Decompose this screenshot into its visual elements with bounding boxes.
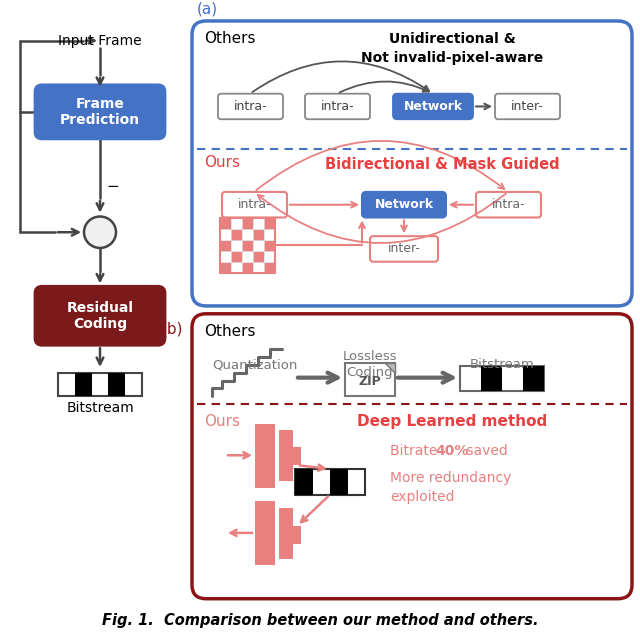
- Bar: [330, 469, 348, 495]
- FancyBboxPatch shape: [476, 192, 541, 218]
- Text: (a): (a): [197, 1, 218, 16]
- FancyBboxPatch shape: [192, 21, 632, 306]
- Text: Bitrate: Bitrate: [390, 444, 442, 458]
- Text: Others: Others: [204, 324, 255, 339]
- Text: saved: saved: [462, 444, 508, 458]
- Bar: [231, 229, 242, 240]
- Bar: [295, 469, 312, 495]
- Bar: [255, 424, 275, 488]
- FancyBboxPatch shape: [35, 286, 165, 345]
- Text: inter-: inter-: [388, 243, 420, 255]
- Text: Bitstream: Bitstream: [66, 401, 134, 415]
- Bar: [460, 366, 544, 392]
- Bar: [523, 366, 544, 392]
- Bar: [231, 240, 242, 251]
- Text: Input Frame: Input Frame: [58, 34, 142, 47]
- Bar: [220, 240, 231, 251]
- Bar: [279, 508, 293, 559]
- Text: Bidirectional & Mask Guided: Bidirectional & Mask Guided: [324, 157, 559, 172]
- FancyBboxPatch shape: [393, 93, 473, 119]
- Text: Unidirectional &
Not invalid-pixel-aware: Unidirectional & Not invalid-pixel-aware: [361, 32, 543, 65]
- Circle shape: [84, 216, 116, 248]
- Bar: [231, 251, 242, 262]
- Bar: [253, 240, 264, 251]
- FancyBboxPatch shape: [305, 93, 370, 119]
- Text: intra-: intra-: [492, 198, 525, 211]
- Text: Fig. 1.  Comparison between our method and others.: Fig. 1. Comparison between our method an…: [102, 613, 538, 628]
- Bar: [264, 251, 275, 262]
- Bar: [481, 366, 502, 392]
- FancyBboxPatch shape: [35, 85, 165, 139]
- Bar: [242, 229, 253, 240]
- Text: Network: Network: [374, 198, 433, 211]
- Text: Quantization: Quantization: [212, 358, 298, 371]
- Bar: [253, 251, 264, 262]
- Text: Bitstream: Bitstream: [470, 358, 534, 371]
- Text: intra-: intra-: [234, 100, 268, 113]
- FancyBboxPatch shape: [218, 93, 283, 119]
- Bar: [220, 229, 231, 240]
- Bar: [264, 229, 275, 240]
- FancyBboxPatch shape: [222, 192, 287, 218]
- Text: Network: Network: [403, 100, 463, 113]
- Text: Ours: Ours: [204, 155, 240, 170]
- Bar: [293, 447, 301, 465]
- Text: Lossless
Coding: Lossless Coding: [342, 350, 397, 380]
- Bar: [279, 429, 293, 481]
- Bar: [242, 218, 253, 229]
- Bar: [220, 218, 275, 273]
- Bar: [58, 372, 142, 396]
- FancyBboxPatch shape: [362, 192, 446, 218]
- Bar: [253, 218, 264, 229]
- Text: −: −: [106, 179, 119, 193]
- Text: Ours: Ours: [204, 414, 240, 429]
- Bar: [253, 229, 264, 240]
- Bar: [264, 240, 275, 251]
- Text: inter-: inter-: [511, 100, 544, 113]
- Text: Residual
Coding: Residual Coding: [67, 301, 134, 331]
- Bar: [253, 262, 264, 273]
- Text: ZIP: ZIP: [358, 375, 381, 388]
- Bar: [220, 218, 231, 229]
- FancyBboxPatch shape: [495, 93, 560, 119]
- Bar: [264, 218, 275, 229]
- Bar: [242, 240, 253, 251]
- Text: Deep Learned method: Deep Learned method: [357, 414, 547, 429]
- FancyBboxPatch shape: [192, 314, 632, 599]
- Bar: [75, 372, 92, 396]
- Text: Others: Others: [204, 31, 255, 46]
- Text: More redundancy
exploited: More redundancy exploited: [390, 471, 511, 504]
- Bar: [220, 262, 231, 273]
- Polygon shape: [385, 363, 395, 372]
- Bar: [293, 526, 301, 544]
- Bar: [295, 469, 365, 495]
- Text: Frame
Prediction: Frame Prediction: [60, 97, 140, 127]
- Text: intra-: intra-: [321, 100, 355, 113]
- Text: (b): (b): [162, 321, 184, 336]
- Bar: [220, 251, 231, 262]
- Bar: [231, 218, 242, 229]
- Bar: [264, 262, 275, 273]
- Text: 40%: 40%: [435, 444, 468, 458]
- Bar: [242, 251, 253, 262]
- Text: intra-: intra-: [237, 198, 271, 211]
- Bar: [345, 363, 395, 396]
- Bar: [231, 262, 242, 273]
- Bar: [242, 262, 253, 273]
- Bar: [255, 502, 275, 565]
- FancyBboxPatch shape: [370, 236, 438, 262]
- Bar: [108, 372, 125, 396]
